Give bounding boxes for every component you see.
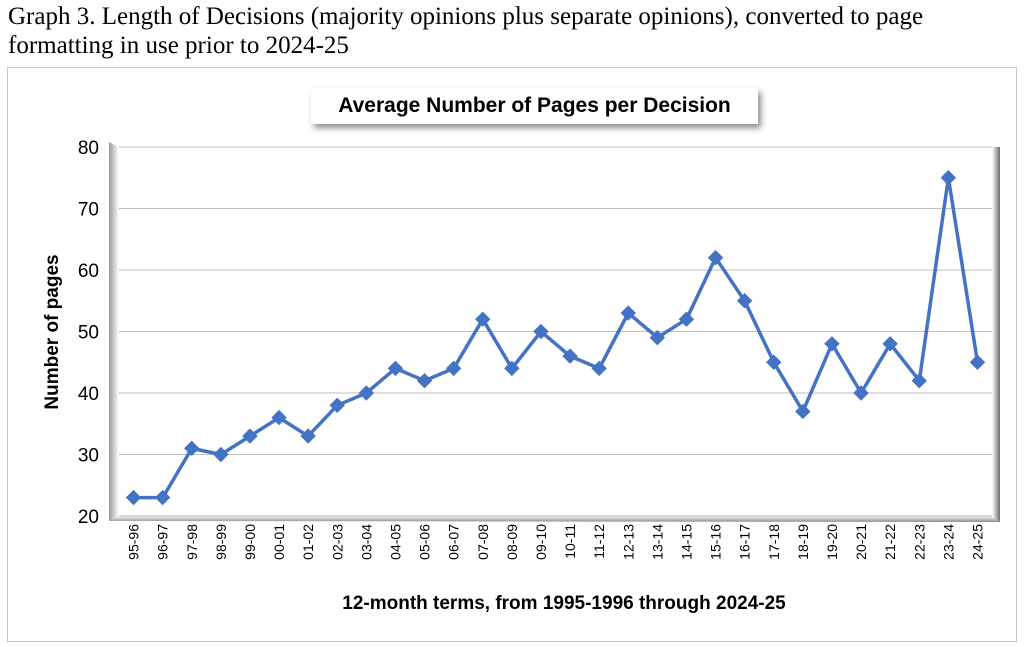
data-point — [736, 293, 753, 309]
data-point — [329, 397, 345, 414]
plot-left-wall — [109, 142, 119, 521]
y-axis-ticks: 20 30 40 50 60 70 80 — [78, 138, 99, 528]
x-tick-label: 14-15 — [678, 524, 694, 560]
x-tick-label: 02-03 — [329, 524, 345, 560]
chart-title: Average Number of Pages per Decision — [338, 94, 731, 117]
data-point — [358, 385, 375, 401]
x-tick-label: 17-18 — [766, 524, 782, 560]
data-point — [300, 428, 316, 444]
data-point — [271, 409, 287, 426]
x-axis-ticks: 95-96 96-97 97-98 98-99 99-00 00-01 01-02 02-03… — [126, 524, 986, 560]
x-tick-label: 11-12 — [591, 524, 607, 559]
data-point — [969, 354, 986, 370]
y-tick-label: 30 — [78, 446, 99, 467]
data-point — [707, 249, 724, 266]
series-line — [133, 176, 980, 500]
x-tick-label: 97-98 — [184, 524, 200, 560]
data-point — [562, 348, 578, 364]
data-point — [795, 403, 811, 420]
y-axis-label: Number of pages — [42, 254, 63, 409]
data-point — [882, 336, 898, 352]
plot-floor — [109, 516, 1000, 522]
data-point — [649, 329, 666, 346]
data-point — [853, 385, 869, 401]
x-tick-label: 24-25 — [969, 524, 985, 560]
x-tick-label: 95-96 — [126, 524, 142, 560]
y-tick-label: 70 — [78, 200, 99, 221]
y-tick-label: 20 — [78, 507, 99, 528]
data-point — [416, 372, 433, 389]
gridlines — [119, 146, 992, 517]
x-tick-label: 07-08 — [475, 524, 491, 560]
y-tick-label: 40 — [78, 384, 99, 405]
x-tick-label: 21-22 — [882, 524, 898, 560]
data-point — [824, 336, 840, 352]
x-tick-label: 19-20 — [824, 524, 840, 560]
x-tick-label: 00-01 — [271, 524, 287, 560]
data-point — [154, 489, 171, 506]
data-point — [504, 360, 520, 377]
x-tick-label: 99-00 — [242, 524, 258, 560]
x-tick-label: 12-13 — [620, 524, 636, 560]
figure-caption: Graph 3. Length of Decisions (majority o… — [8, 3, 924, 59]
x-tick-label: 05-06 — [417, 524, 433, 560]
x-tick-label: 20-21 — [853, 524, 869, 560]
x-tick-label: 03-04 — [358, 524, 374, 560]
x-tick-label: 18-19 — [795, 524, 811, 560]
y-tick-label: 50 — [78, 323, 99, 344]
x-axis-label: 12-month terms, from 1995-1996 through 2… — [342, 593, 786, 614]
data-point — [445, 360, 462, 377]
data-point — [678, 311, 695, 327]
x-tick-label: 13-14 — [649, 524, 665, 560]
data-point — [125, 489, 142, 506]
x-tick-label: 09-10 — [533, 524, 549, 560]
x-tick-label: 98-99 — [213, 524, 229, 560]
data-point — [242, 428, 258, 444]
x-tick-label: 22-23 — [911, 524, 927, 560]
data-point — [911, 372, 927, 389]
y-tick-label: 80 — [78, 138, 99, 159]
y-tick-label: 60 — [78, 261, 99, 282]
data-point — [766, 354, 782, 370]
data-point — [620, 305, 636, 321]
x-tick-label: 23-24 — [940, 524, 956, 560]
series-markers — [125, 170, 986, 506]
x-tick-label: 01-02 — [300, 524, 316, 560]
data-point — [387, 360, 404, 377]
x-tick-label: 08-09 — [504, 524, 520, 560]
x-tick-label: 10-11 — [562, 524, 578, 559]
data-point — [940, 170, 957, 186]
data-point — [184, 440, 200, 457]
x-tick-label: 06-07 — [446, 524, 462, 560]
data-point — [475, 311, 491, 327]
plot-right-wall — [992, 147, 1000, 522]
x-tick-label: 96-97 — [155, 524, 171, 560]
data-point — [533, 323, 549, 340]
data-point — [213, 446, 229, 463]
x-tick-label: 15-16 — [708, 524, 724, 560]
x-tick-label: 04-05 — [387, 524, 403, 560]
x-tick-label: 16-17 — [737, 524, 753, 560]
data-point — [591, 360, 607, 377]
series-line-path — [133, 176, 980, 500]
chart-title-box — [311, 88, 758, 124]
